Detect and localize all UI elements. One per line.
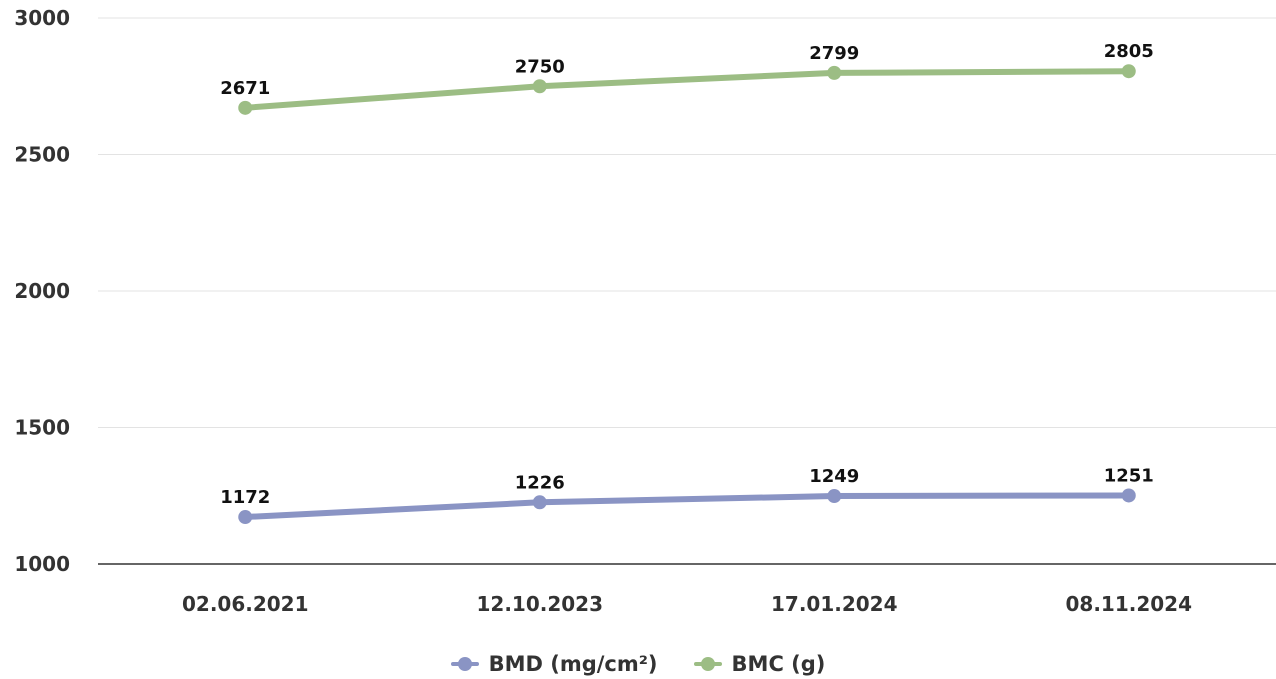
data-label: 2750 (515, 56, 565, 77)
data-label: 2671 (220, 78, 270, 99)
data-label: 1172 (220, 487, 270, 508)
legend-swatch-bmc (693, 654, 722, 674)
data-label: 1251 (1104, 465, 1154, 486)
data-point[interactable] (532, 79, 547, 94)
y-axis-ticks: 1000 1500 2000 2500 3000 (14, 6, 70, 576)
x-tick-label: 17.01.2024 (771, 592, 898, 616)
data-point[interactable] (532, 495, 547, 510)
y-tick-label: 1000 (14, 552, 70, 576)
data-labels: 1172 1226 1249 1251 2671 2750 2799 2805 (220, 41, 1154, 508)
line-chart: 1000 1500 2000 2500 3000 02.06.2021 12.10.202… (14, 6, 1276, 616)
data-point[interactable] (1121, 488, 1136, 503)
series-line (242, 492, 1132, 521)
legend-label-bmd: BMD (mg/cm²) (488, 652, 658, 676)
data-label: 1249 (809, 466, 859, 487)
y-tick-label: 1500 (14, 416, 70, 440)
x-axis-ticks: 02.06.2021 12.10.2023 17.01.2024 08.11.2024 (182, 592, 1192, 616)
gridlines (98, 17, 1276, 565)
series-line (242, 68, 1132, 111)
legend-item-bmc[interactable]: BMC (g) (693, 652, 826, 676)
y-tick-label: 2500 (14, 143, 70, 167)
y-tick-label: 3000 (14, 6, 70, 30)
data-label: 2799 (809, 43, 859, 64)
series-group (238, 64, 1136, 525)
x-tick-label: 02.06.2021 (182, 592, 309, 616)
legend: BMD (mg/cm²) BMC (g) (0, 652, 1276, 676)
data-point[interactable] (238, 100, 253, 115)
data-label: 2805 (1104, 41, 1154, 62)
y-tick-label: 2000 (14, 279, 70, 303)
legend-item-bmd[interactable]: BMD (mg/cm²) (450, 652, 658, 676)
data-point[interactable] (827, 489, 842, 504)
data-label: 1226 (515, 472, 565, 493)
legend-label-bmc: BMC (g) (731, 652, 826, 676)
data-point[interactable] (238, 510, 253, 525)
legend-swatch-bmd (450, 654, 479, 674)
x-tick-label: 12.10.2023 (476, 592, 603, 616)
x-tick-label: 08.11.2024 (1065, 592, 1192, 616)
data-point[interactable] (827, 65, 842, 80)
data-point[interactable] (1121, 64, 1136, 79)
